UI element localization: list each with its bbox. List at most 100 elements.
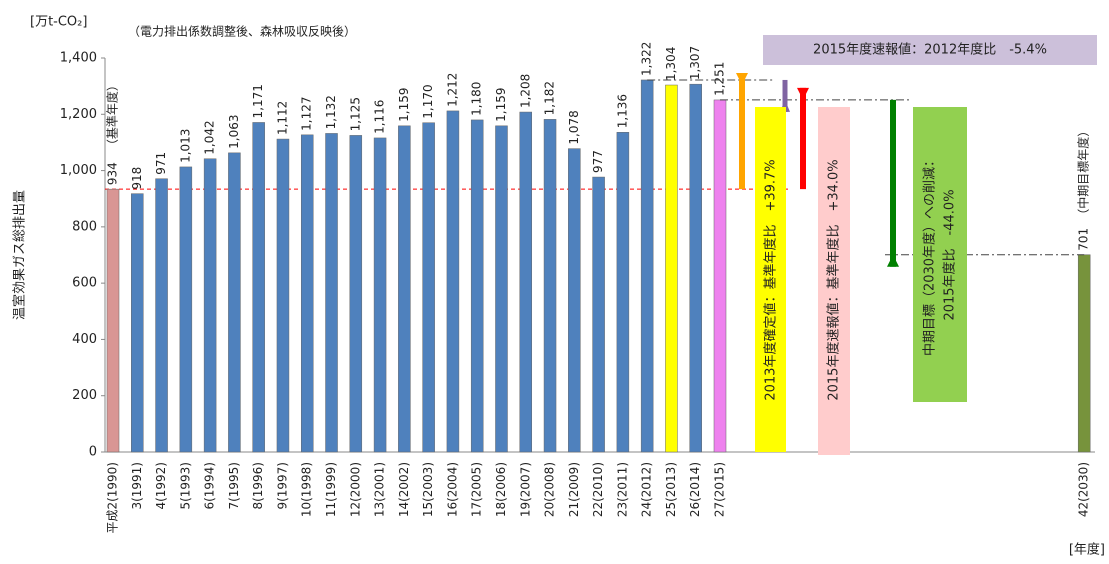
bar	[155, 178, 168, 453]
value-label: 1,159	[397, 87, 411, 121]
value-label: 1,304	[664, 47, 678, 81]
x-tick-label: 25(2013)	[664, 462, 678, 517]
bar	[1077, 254, 1091, 453]
x-tick-label: 20(2008)	[543, 462, 557, 517]
value-label: 1,116	[373, 100, 387, 134]
y-axis-title: 温室効果ガス総排出量	[12, 190, 28, 320]
bar	[203, 158, 217, 453]
arrow-2015-head	[797, 87, 809, 100]
bar	[713, 99, 727, 453]
value-label: 1,063	[227, 114, 241, 148]
x-tick-label: 42(2030)	[1077, 462, 1091, 517]
x-tick-label: 11(1999)	[324, 462, 338, 517]
subtitle: （電力排出係数調整後、森林吸収反映後）	[128, 24, 356, 39]
x-tick-label: 26(2014)	[688, 462, 702, 517]
x-tick-label: 7(1995)	[227, 462, 241, 510]
bar	[640, 79, 654, 453]
value-label: 1,208	[518, 74, 532, 108]
value-label: 1,159	[494, 87, 508, 121]
y-tick-label: 1,200	[60, 107, 97, 122]
x-tick-label: 27(2015)	[713, 462, 727, 517]
x-unit: [年度]	[1069, 542, 1105, 558]
y-tick-label: 1,000	[60, 163, 97, 178]
x-tick-label: 平成2(1990)	[106, 462, 120, 534]
bar	[179, 166, 193, 453]
x-tick-label: 16(2004)	[445, 462, 459, 517]
bar	[446, 110, 460, 453]
bar	[276, 138, 290, 453]
value-label: 1,170	[421, 84, 435, 118]
bar	[519, 111, 533, 453]
value-label: 1,251	[713, 62, 727, 96]
value-label: 701	[1077, 228, 1091, 251]
value-label: 977	[591, 150, 605, 173]
note-target-2: 2015年度比 -44.0%	[942, 189, 958, 320]
value-label: 1,078	[567, 110, 581, 144]
value-label: 1,182	[543, 81, 557, 115]
x-tick-label: 19(2007)	[518, 462, 532, 517]
value-label: 1,307	[688, 46, 702, 80]
value-label: 918	[130, 167, 144, 190]
value-label: 1,212	[445, 73, 459, 107]
x-tick-label: 12(2000)	[348, 462, 362, 517]
x-tick-label: 24(2012)	[640, 462, 654, 517]
value-label: 1,322	[640, 42, 654, 76]
x-tick-label: 8(1996)	[251, 462, 265, 510]
bar	[470, 119, 484, 453]
bar	[495, 125, 508, 453]
note-2013: 2013年度確定値：基準年度比 +39.7%	[763, 159, 779, 400]
value-label: 1,013	[178, 129, 192, 163]
value-label: 1,112	[275, 101, 289, 135]
y-tick-label: 400	[72, 332, 97, 347]
x-tick-label: 18(2006)	[494, 462, 508, 517]
x-tick-label: 5(1993)	[178, 462, 192, 510]
x-tick-label: 3(1991)	[130, 462, 144, 510]
target-year-note: （中期目標年度）	[1076, 125, 1091, 221]
bar	[373, 137, 387, 453]
x-tick-label: 9(1997)	[275, 462, 289, 510]
bar	[131, 193, 144, 453]
y-tick-label: 800	[72, 219, 97, 234]
value-label: 1,136	[615, 94, 629, 128]
bar	[228, 152, 241, 453]
x-tick-label: 23(2011)	[615, 462, 629, 517]
value-label: 971	[154, 152, 168, 175]
bar	[689, 83, 702, 453]
box-target	[913, 107, 967, 402]
bar	[252, 122, 265, 453]
bar	[106, 188, 120, 453]
value-label: 1,125	[348, 97, 362, 131]
bar	[349, 135, 363, 453]
y-tick-label: 200	[72, 388, 97, 403]
x-tick-label: 10(1998)	[300, 462, 314, 517]
box-vs-2012	[763, 35, 1097, 65]
bar	[543, 119, 557, 453]
x-tick-label: 17(2005)	[470, 462, 484, 517]
value-label: 934	[106, 162, 120, 185]
x-tick-label: 13(2001)	[373, 462, 387, 517]
x-tick-label: 6(1994)	[203, 462, 217, 510]
y-tick-label: 1,400	[60, 51, 97, 66]
box-2013	[755, 107, 786, 452]
arrow-2013-head	[736, 73, 748, 86]
x-tick-label: 21(2009)	[567, 462, 581, 517]
y-tick-label: 0	[89, 445, 97, 460]
bar	[665, 84, 678, 453]
value-label: 1,132	[324, 95, 338, 129]
bar	[616, 132, 630, 453]
x-tick-label: 22(2010)	[591, 462, 605, 517]
arrow-2030-head	[887, 254, 899, 267]
value-label: 1,042	[203, 120, 217, 154]
bar	[422, 122, 435, 453]
value-label: 1,127	[300, 96, 314, 130]
bar	[398, 125, 411, 453]
base-year-note: （基準年度）	[105, 79, 120, 151]
y-tick-label: 600	[72, 276, 97, 291]
value-label: 1,171	[251, 84, 265, 118]
note-target-1: 中期目標（2030年度）への削減：	[922, 154, 938, 356]
x-tick-label: 4(1992)	[154, 462, 168, 510]
note-vs-2012: 2015年度速報値：2012年度比 -5.4%	[813, 42, 1047, 58]
note-2015: 2015年度速報値：基準年度比 +34.0%	[826, 159, 842, 400]
x-tick-label: 15(2003)	[421, 462, 435, 517]
